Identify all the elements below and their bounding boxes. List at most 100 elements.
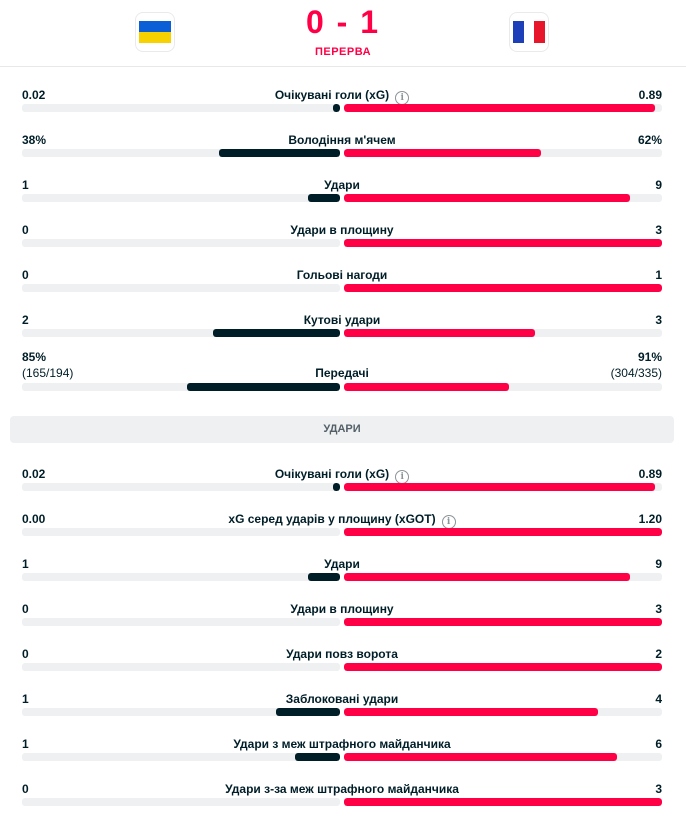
- stat-row: 1 Удари 9: [22, 550, 662, 595]
- home-bar-fill: [294, 753, 340, 761]
- home-bar-fill: [187, 383, 340, 391]
- home-bar-fill: [219, 149, 340, 157]
- home-bar-track: [22, 284, 340, 292]
- stat-label-text: Удари в площину: [290, 223, 394, 237]
- stat-row: 0 Гольові нагоди 1: [22, 261, 662, 306]
- stat-label: xG серед ударів у площину (xGOT) i: [22, 512, 662, 529]
- home-value: 0: [22, 223, 29, 237]
- stat-label: Очікувані голи (xG) i: [22, 467, 662, 484]
- away-bar-track: [344, 194, 662, 202]
- stat-row: 1 Удари з меж штрафного майданчика 6: [22, 730, 662, 775]
- away-bar-track: [344, 284, 662, 292]
- stat-label-text: Удари в площину: [290, 602, 394, 616]
- match-header: 0 - 1 ПЕРЕРВА: [0, 0, 686, 67]
- home-value: 0.00: [22, 512, 46, 526]
- home-bar-track: [22, 239, 340, 247]
- stat-row: 0 Удари в площину 3: [22, 595, 662, 640]
- stat-label-text: Удари: [324, 557, 360, 571]
- home-team-flag[interactable]: [135, 12, 175, 52]
- away-value: 9: [655, 557, 662, 571]
- stat-row: 1 Заблоковані удари 4: [22, 685, 662, 730]
- stat-label: Гольові нагоди: [22, 268, 662, 282]
- away-bar-fill: [344, 483, 655, 491]
- match-score: 0 - 1: [305, 4, 381, 40]
- home-value: 1: [22, 692, 29, 706]
- away-bar-fill: [344, 149, 542, 157]
- stat-row: 0 Удари повз ворота 2: [22, 640, 662, 685]
- away-value: 3: [655, 782, 662, 796]
- away-bar-track: [344, 528, 662, 536]
- home-value: 38%: [22, 133, 47, 147]
- away-bar-fill: [344, 573, 631, 581]
- home-bar-track: [22, 708, 340, 716]
- away-value: 3: [655, 602, 662, 616]
- stat-label-text: Кутові удари: [303, 313, 381, 327]
- away-bar-track: [344, 149, 662, 157]
- stat-label: Удари з-за меж штрафного майданчика: [22, 782, 662, 796]
- away-bar-track: [344, 239, 662, 247]
- stat-label-text: Удари: [324, 178, 360, 192]
- away-bar-track: [344, 798, 662, 806]
- home-bar-track: [22, 383, 340, 391]
- home-value: 2: [22, 313, 29, 327]
- stat-label: Удари: [22, 178, 662, 192]
- away-bar-track: [344, 618, 662, 626]
- stat-label-text: Очікувані голи (xG): [274, 88, 390, 102]
- away-bar-track: [344, 383, 662, 391]
- away-value: 6: [655, 737, 662, 751]
- stat-label-text: Удари з меж штрафного майданчика: [233, 737, 451, 751]
- home-bar-fill: [308, 573, 340, 581]
- stat-row: 1 Удари 9: [22, 171, 662, 216]
- stat-label: Удари: [22, 557, 662, 571]
- stat-label-text: Удари з-за меж штрафного майданчика: [225, 782, 459, 796]
- away-bar-track: [344, 104, 662, 112]
- away-team-flag[interactable]: [509, 12, 549, 52]
- stat-row: 0.02 Очікувані голи (xG) i 0.89: [22, 460, 662, 505]
- away-bar-fill: [344, 708, 599, 716]
- away-value: 3: [655, 313, 662, 327]
- stat-label: Удари в площину: [22, 223, 662, 237]
- home-bar-track: [22, 663, 340, 671]
- info-icon[interactable]: i: [395, 91, 410, 105]
- section-header-shots: УДАРИ: [10, 416, 674, 443]
- home-bar-track: [22, 753, 340, 761]
- home-bar-track: [22, 329, 340, 337]
- away-bar-fill: [344, 753, 617, 761]
- home-bar-fill: [333, 104, 340, 112]
- stat-label: Передачі: [315, 366, 369, 380]
- home-value: 0: [22, 647, 29, 661]
- info-icon[interactable]: i: [395, 470, 410, 484]
- home-bar-track: [22, 483, 340, 491]
- info-icon[interactable]: i: [441, 515, 456, 529]
- away-sub-value: (304/335): [610, 366, 662, 380]
- stat-label-text: Володіння м'ячем: [288, 133, 396, 147]
- away-value: 91%: [637, 350, 662, 364]
- away-value: 3: [655, 223, 662, 237]
- stat-label: Володіння м'ячем: [22, 133, 662, 147]
- ukraine-flag-icon: [139, 21, 171, 43]
- away-bar-fill: [344, 383, 510, 391]
- away-value: 0.89: [638, 88, 662, 102]
- home-bar-track: [22, 194, 340, 202]
- stat-label: Заблоковані удари: [22, 692, 662, 706]
- home-value: 0: [22, 782, 29, 796]
- home-bar-fill: [333, 483, 340, 491]
- france-flag-icon: [513, 21, 546, 43]
- away-value: 1: [655, 268, 662, 282]
- away-bar-track: [344, 483, 662, 491]
- home-bar-track: [22, 149, 340, 157]
- away-value: 2: [655, 647, 662, 661]
- away-bar-track: [344, 573, 662, 581]
- stat-row: 0 Удари в площину 3: [22, 216, 662, 261]
- home-bar-track: [22, 618, 340, 626]
- stat-label: Удари в площину: [22, 602, 662, 616]
- home-bar-track: [22, 573, 340, 581]
- away-bar-fill: [344, 663, 662, 671]
- away-bar-fill: [344, 528, 662, 536]
- stat-row: 2 Кутові удари 3: [22, 306, 662, 351]
- stat-label-text: Заблоковані удари: [285, 692, 399, 706]
- away-value: 4: [655, 692, 662, 706]
- away-bar-fill: [344, 329, 535, 337]
- away-value: 62%: [637, 133, 662, 147]
- away-value: 9: [655, 178, 662, 192]
